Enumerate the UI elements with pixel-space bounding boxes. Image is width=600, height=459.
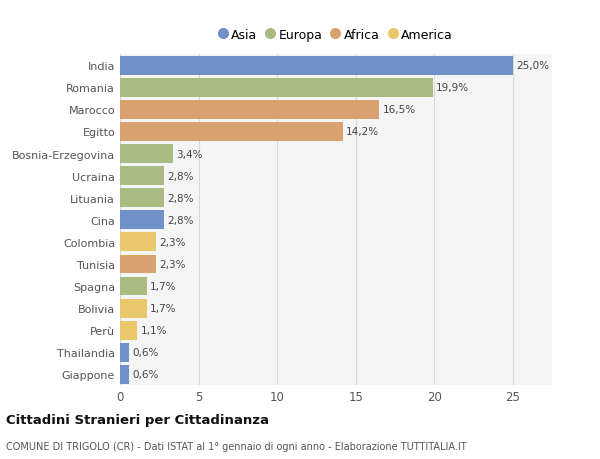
Text: 0,6%: 0,6% bbox=[133, 369, 159, 380]
Text: 2,3%: 2,3% bbox=[159, 237, 186, 247]
Bar bbox=[120, 343, 130, 362]
Bar bbox=[120, 79, 433, 97]
Text: 1,1%: 1,1% bbox=[140, 325, 167, 336]
Text: 3,4%: 3,4% bbox=[176, 149, 203, 159]
Text: 2,8%: 2,8% bbox=[167, 171, 194, 181]
Text: 16,5%: 16,5% bbox=[382, 105, 415, 115]
Bar bbox=[120, 101, 379, 119]
Text: 25,0%: 25,0% bbox=[516, 61, 549, 71]
Bar bbox=[120, 123, 343, 141]
Text: 2,8%: 2,8% bbox=[167, 215, 194, 225]
Text: Cittadini Stranieri per Cittadinanza: Cittadini Stranieri per Cittadinanza bbox=[6, 413, 269, 426]
Bar bbox=[120, 145, 173, 163]
Bar bbox=[120, 365, 130, 384]
Text: 2,8%: 2,8% bbox=[167, 193, 194, 203]
Text: 14,2%: 14,2% bbox=[346, 127, 379, 137]
Text: 1,7%: 1,7% bbox=[150, 303, 176, 313]
Legend: Asia, Europa, Africa, America: Asia, Europa, Africa, America bbox=[216, 25, 456, 45]
Text: COMUNE DI TRIGOLO (CR) - Dati ISTAT al 1° gennaio di ogni anno - Elaborazione TU: COMUNE DI TRIGOLO (CR) - Dati ISTAT al 1… bbox=[6, 441, 467, 451]
Bar bbox=[120, 167, 164, 185]
Text: 0,6%: 0,6% bbox=[133, 347, 159, 358]
Bar bbox=[120, 57, 513, 75]
Text: 1,7%: 1,7% bbox=[150, 281, 176, 291]
Bar bbox=[120, 321, 137, 340]
Bar bbox=[120, 211, 164, 230]
Bar bbox=[120, 255, 156, 274]
Bar bbox=[120, 277, 147, 296]
Text: 2,3%: 2,3% bbox=[159, 259, 186, 269]
Bar bbox=[120, 233, 156, 252]
Bar bbox=[120, 189, 164, 207]
Text: 19,9%: 19,9% bbox=[436, 83, 469, 93]
Bar bbox=[120, 299, 147, 318]
